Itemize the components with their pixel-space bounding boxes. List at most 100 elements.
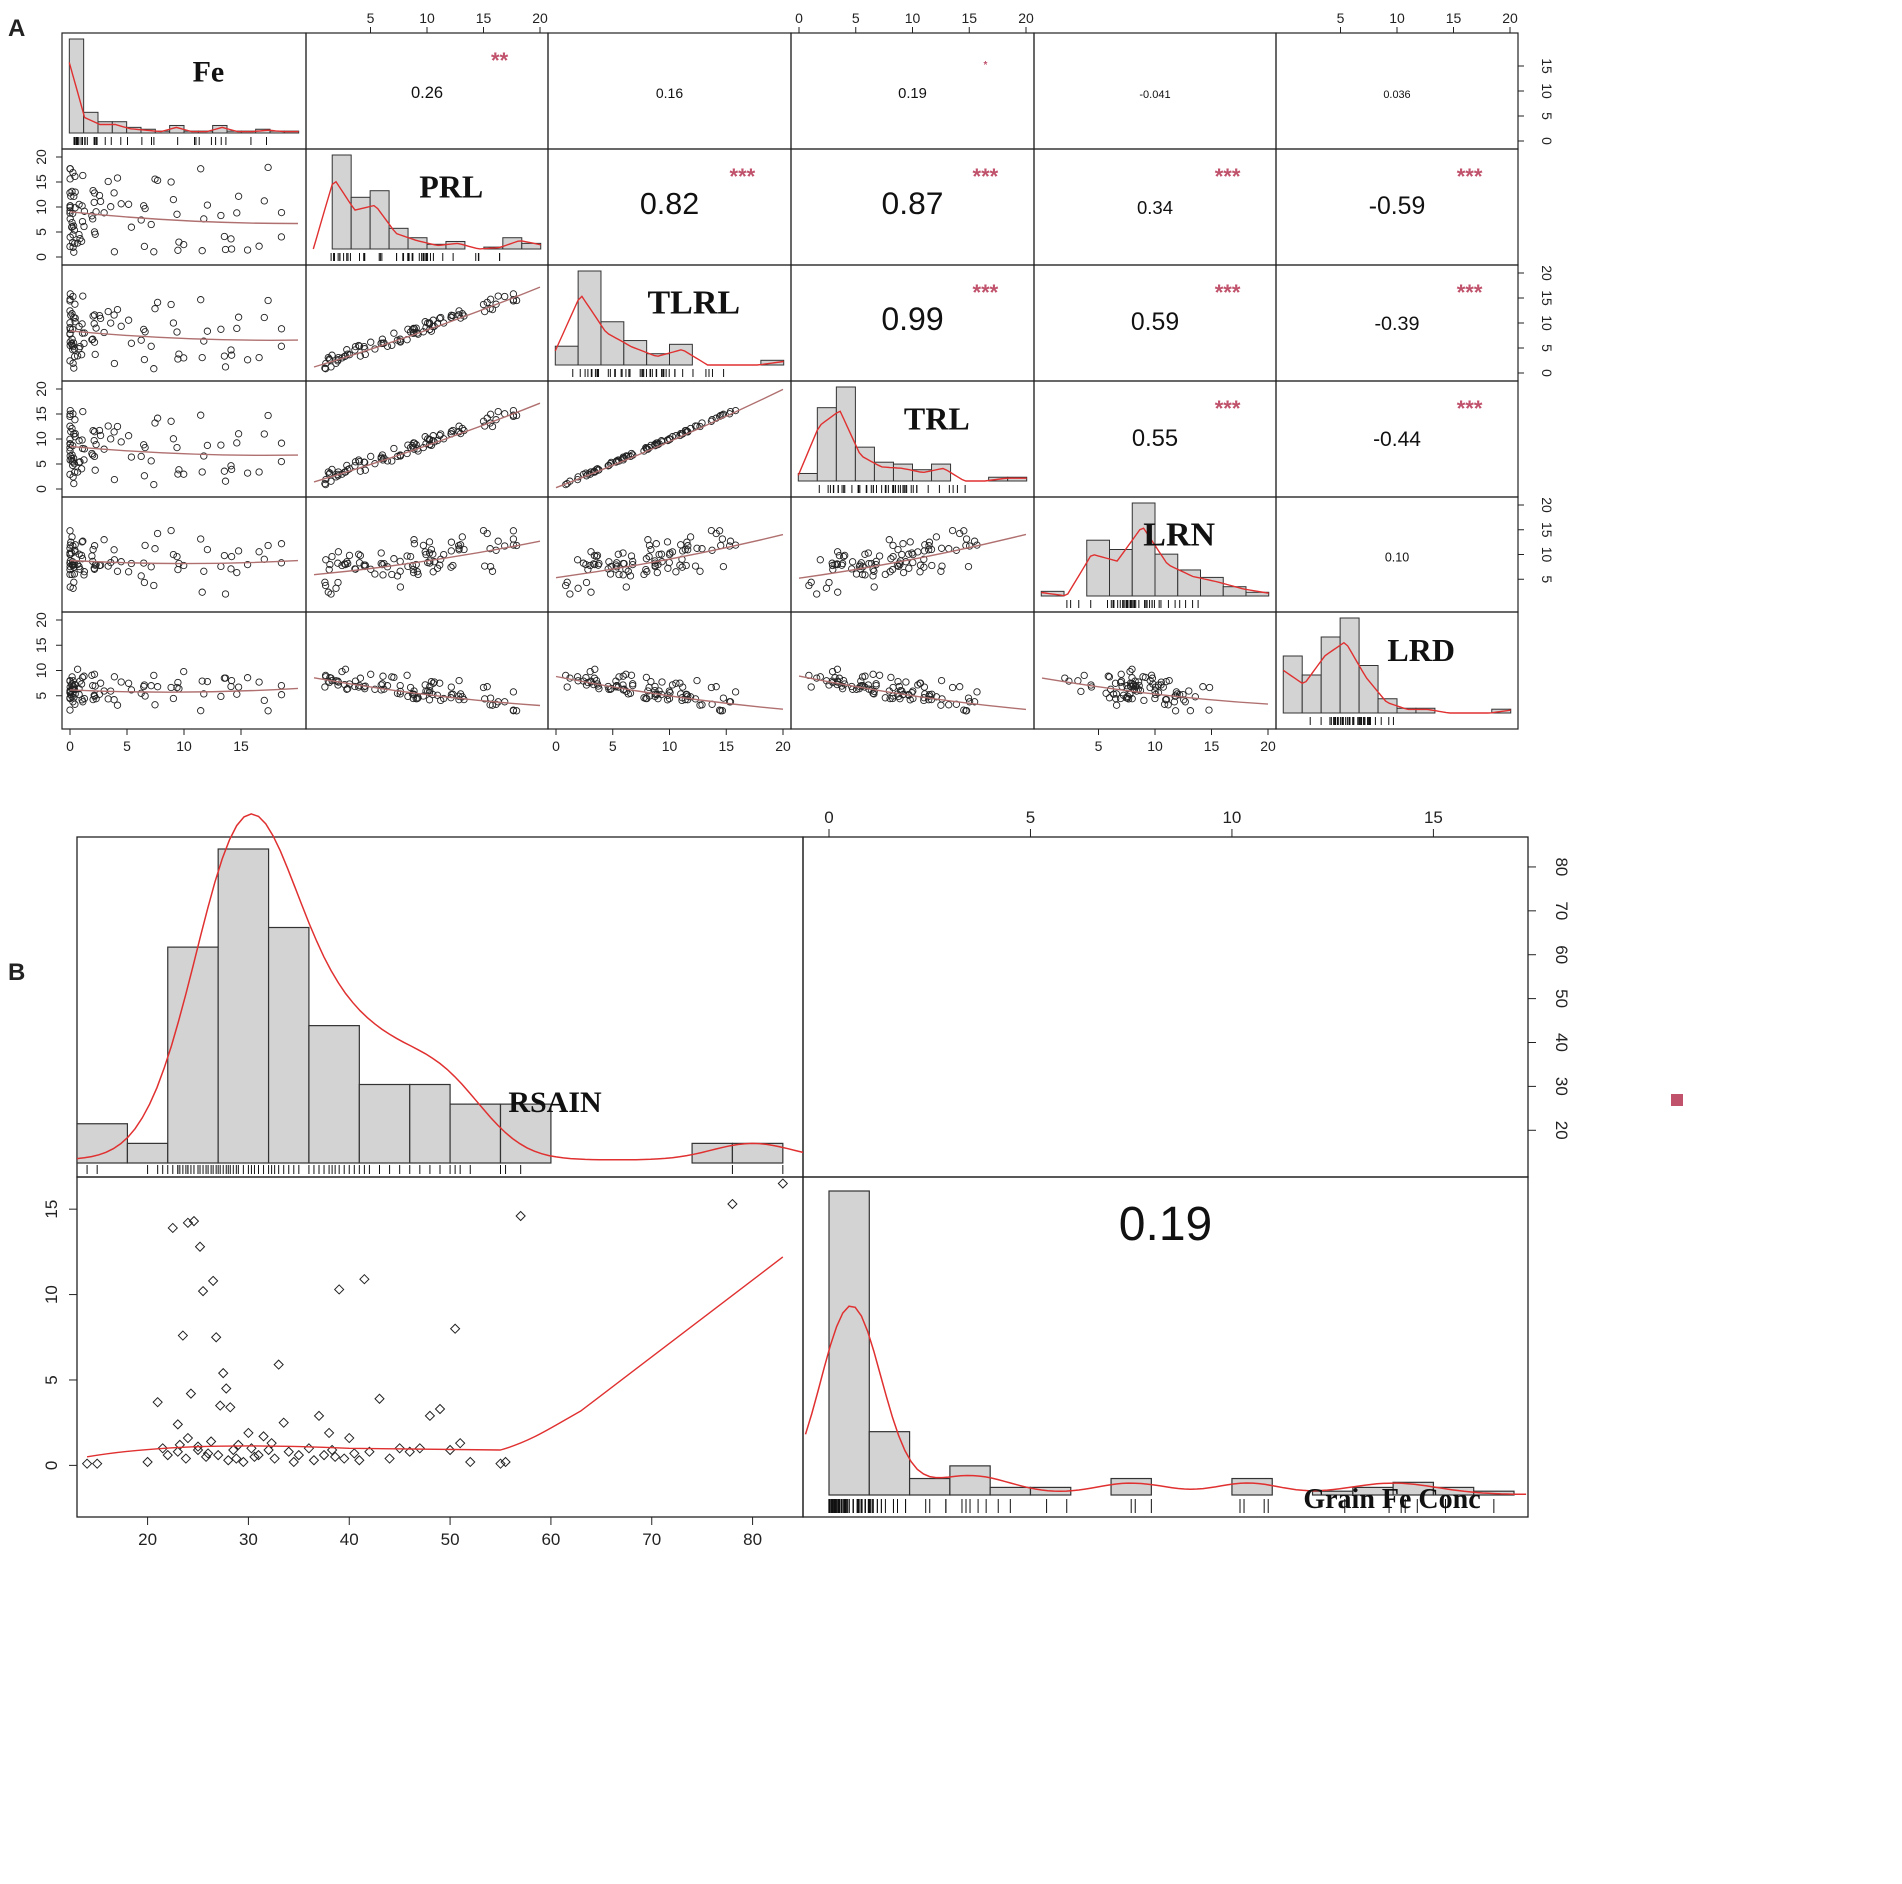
scatter-point	[429, 679, 437, 687]
scatter-point	[574, 584, 582, 592]
pair-cell-lrn-fe	[61, 496, 307, 613]
scatter-point	[124, 200, 133, 208]
scatter-point	[227, 682, 235, 691]
scatter-point	[916, 568, 924, 576]
scatter-point	[938, 562, 946, 570]
scatter-point	[80, 222, 88, 231]
axis-tick-label: 20	[1260, 738, 1276, 754]
scatter-point	[66, 565, 74, 574]
scatter-point	[79, 171, 87, 180]
scatter-point	[615, 673, 623, 681]
scatter-point	[66, 307, 74, 315]
scatter-point	[717, 707, 725, 715]
scatter-point	[150, 671, 158, 680]
scatter-point	[113, 567, 122, 575]
scatter-point	[566, 590, 574, 598]
scatter-point	[937, 567, 945, 575]
scatter-point	[140, 242, 149, 251]
scatter-point	[169, 550, 178, 559]
scatter-point	[221, 1383, 232, 1394]
significance-marker	[1671, 1094, 1683, 1106]
scatter-point	[356, 551, 365, 560]
scatter-point	[70, 578, 78, 586]
scatter-point	[825, 578, 833, 587]
scatter-point	[203, 441, 212, 450]
correlation-value: 0.55	[1132, 425, 1178, 452]
scatter-point	[889, 683, 897, 692]
scatter-point	[197, 535, 205, 543]
scatter-point	[233, 568, 241, 577]
scatter-point	[488, 422, 497, 431]
pair-cell-trl-trl: TRL	[790, 380, 1035, 498]
scatter-point	[408, 325, 417, 333]
cell-frame	[547, 496, 792, 613]
correlation-value: -0.39	[1374, 313, 1419, 335]
scatter-point	[396, 681, 404, 690]
scatter-point	[172, 1446, 184, 1457]
pair-cell-prl-trl: 0.87 ***	[790, 148, 1035, 266]
scatter-point	[91, 1458, 103, 1469]
scatter-point	[200, 337, 208, 345]
pair-cell-lrd-lrd: LRD	[1275, 611, 1519, 730]
scatter-point	[66, 694, 74, 703]
scatter-point	[719, 694, 728, 702]
scatter-point	[71, 468, 79, 476]
scatter-point	[813, 590, 821, 598]
scatter-point	[839, 552, 848, 561]
histogram-bar	[1377, 698, 1398, 714]
pair-cell-fe-tlrl: 0.16	[547, 32, 792, 150]
scatter-point	[73, 352, 82, 360]
scatter-point	[586, 561, 594, 570]
scatter-point	[264, 296, 272, 305]
scatter-point	[137, 572, 145, 580]
scatter-point	[594, 561, 602, 569]
scatter-point	[509, 527, 518, 535]
scatter-point	[147, 682, 155, 690]
scatter-point	[425, 696, 434, 704]
scatter-point	[816, 556, 824, 564]
scatter-point	[89, 312, 97, 320]
pair-cell-prl-lrd: -0.59 ***	[1275, 148, 1519, 266]
scatter-point	[920, 683, 929, 691]
scatter-point	[855, 562, 864, 571]
scatter-point	[249, 1451, 260, 1463]
scatter-point	[425, 538, 434, 546]
scatter-point	[344, 1432, 355, 1444]
scatter-point	[501, 292, 509, 301]
variable-label-grain-fe-conc: Grain Fe Conc	[1303, 1484, 1480, 1515]
scatter-point	[927, 695, 936, 704]
correlation-value: 0.99	[881, 301, 943, 337]
scatter-point	[888, 565, 897, 574]
scatter-point	[207, 1275, 219, 1287]
scatter-point	[273, 1359, 284, 1370]
significance-stars: *	[983, 60, 987, 71]
scatter-point	[1151, 694, 1159, 703]
scatter-point	[377, 549, 385, 557]
axis-tick-label: 5	[42, 1375, 61, 1384]
scatter-point	[167, 526, 175, 535]
histogram-bar	[949, 1465, 991, 1496]
scatter-point	[66, 550, 74, 559]
scatter-point	[852, 570, 861, 578]
scatter-point	[492, 300, 500, 308]
histogram-bar	[409, 1083, 451, 1164]
scatter-point	[334, 353, 343, 362]
scatter-point	[607, 685, 615, 693]
axis-tick-label: 15	[1539, 58, 1555, 74]
scatter-point	[902, 678, 910, 686]
scatter-point	[698, 419, 706, 427]
scatter-point	[422, 550, 430, 559]
scatter-point	[419, 541, 428, 550]
scatter-point	[615, 570, 623, 579]
scatter-point	[509, 688, 518, 696]
density-curve	[797, 410, 1027, 482]
axis-tick-label: 10	[1539, 83, 1555, 99]
scatter-point	[719, 562, 728, 571]
smooth-line	[313, 677, 541, 707]
histogram-bar	[1282, 655, 1303, 714]
scatter-point	[221, 477, 230, 485]
scatter-point	[645, 552, 653, 561]
scatter-point	[1109, 690, 1118, 698]
scatter-point	[828, 667, 837, 676]
significance-stars: ***	[1215, 280, 1241, 305]
